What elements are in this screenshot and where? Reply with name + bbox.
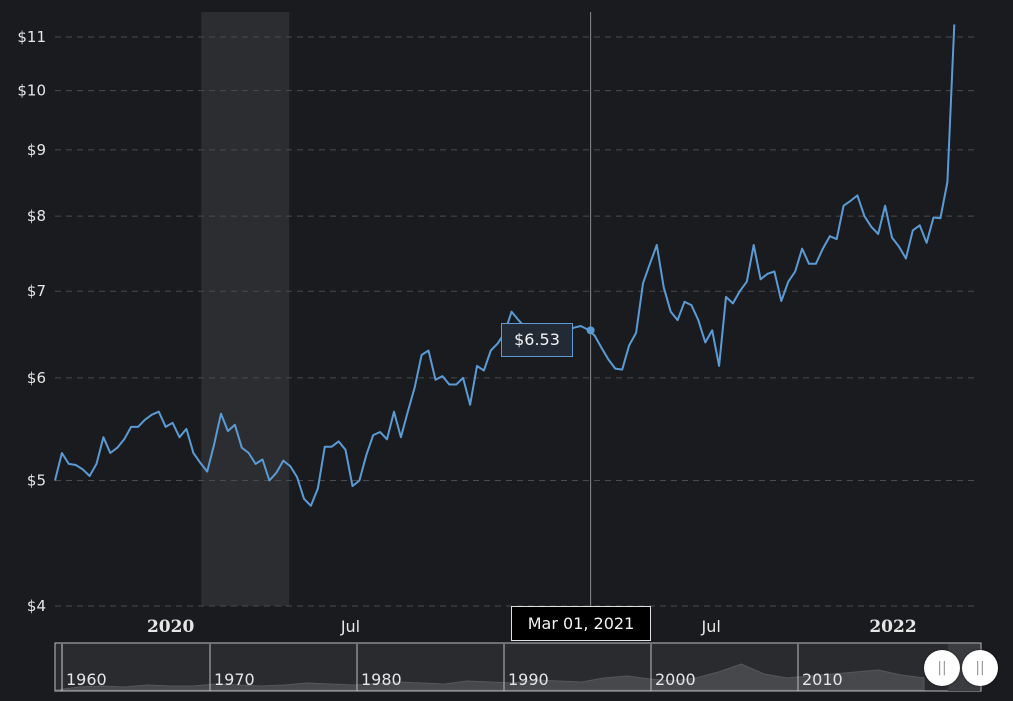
navigator-mini-series: [55, 663, 925, 691]
x-axis: 2020 Jul Jul 2022: [147, 617, 917, 637]
value-tooltip: $6.53: [501, 323, 573, 357]
navigator-label-2010: 2010: [802, 670, 843, 689]
x-tick-label: Jul: [701, 617, 721, 636]
navigator-dividers: [209, 644, 799, 691]
y-tick-label: $11: [17, 28, 46, 46]
y-tick-label: $4: [27, 597, 46, 615]
navigator-label-1980: 1980: [361, 670, 402, 689]
y-tick-label: $6: [27, 369, 46, 387]
y-axis: $4 $5 $6 $7 $8 $9 $10 $11: [17, 28, 46, 615]
navigator-label-1960: 1960: [66, 670, 107, 689]
price-series-line[interactable]: [54, 24, 956, 507]
y-tick-label: $10: [17, 82, 46, 100]
x-tick-label: 2022: [869, 617, 916, 637]
shaded-period: [201, 12, 290, 606]
x-tick-label: 2020: [147, 617, 194, 637]
y-tick-label: $9: [27, 141, 46, 159]
y-gridlines: [55, 36, 978, 607]
navigator-left-handle[interactable]: ||: [924, 650, 960, 686]
navigator[interactable]: 1960 1970 1980 1990 2000 2010: [54, 642, 982, 692]
navigator-label-1990: 1990: [508, 670, 549, 689]
y-tick-label: $5: [27, 471, 46, 489]
date-tooltip: Mar 01, 2021: [511, 606, 651, 641]
x-tick-label: Jul: [340, 617, 360, 636]
navigator-label-1970: 1970: [214, 670, 255, 689]
y-tick-label: $8: [27, 207, 46, 225]
y-tick-label: $7: [27, 282, 46, 300]
hover-marker: [586, 326, 595, 335]
navigator-right-handle[interactable]: ||: [962, 650, 998, 686]
navigator-label-2000: 2000: [655, 670, 696, 689]
